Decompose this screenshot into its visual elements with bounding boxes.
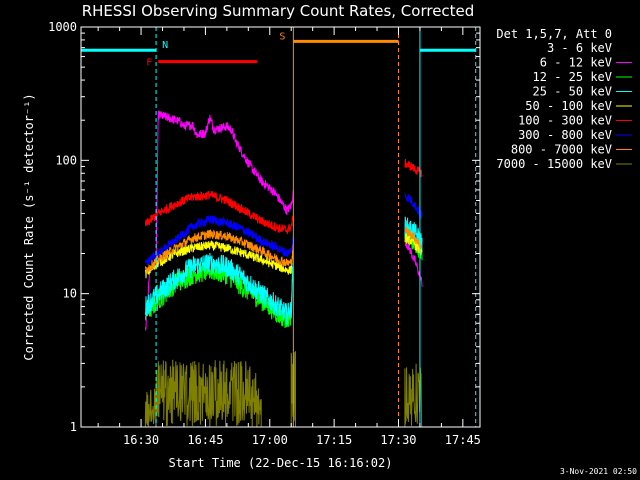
series-line-7000-15000-kev-2: [256, 388, 262, 427]
series-line-7000-15000-kev-4: [404, 363, 423, 428]
flag-label-s: S: [279, 31, 285, 42]
x-tick-label: 16:45: [187, 433, 223, 447]
x-tick-label: 17:30: [380, 433, 416, 447]
x-tick-label: 17:45: [445, 433, 481, 447]
legend-label-100-300-kev: 100 - 300 keV: [518, 114, 612, 128]
y-tick-label: 1000: [48, 20, 77, 34]
flag-label-n: N: [162, 40, 168, 51]
series-line-7000-15000-kev-1: [155, 359, 258, 427]
series-line-800-7000-kev: [144, 229, 294, 275]
legend-label-7000-15000-kev: 7000 - 15000 keV: [496, 157, 612, 171]
series-line-3-6-kev: [144, 114, 294, 276]
series-line-300-800-kev-late: [404, 193, 423, 220]
y-tick-label: 10: [63, 287, 77, 301]
flag-label-f: F: [146, 58, 152, 69]
x-tick-label: 16:30: [123, 433, 159, 447]
legend-label-3-6-kev: 3 - 6 keV: [547, 41, 612, 55]
y-tick-label: 1: [70, 420, 77, 434]
footer-timestamp: 3-Nov-2021 02:50: [560, 467, 637, 476]
legend-header: Det 1,5,7, Att 0: [496, 27, 612, 41]
series-line-6-12-kev: [144, 110, 294, 331]
series-line-6-12-kev-late: [404, 237, 423, 287]
axis-ticks: 16:30 16:45 17:00 17:15 17:30 17:45 1 10 100 1000: [48, 20, 481, 447]
legend-label-25-50-kev: 25 - 50 keV: [533, 85, 612, 99]
series-line-100-300-kev-late: [404, 158, 423, 178]
y-axis-label: Corrected Count Rate (s⁻¹ detector⁻¹): [22, 93, 36, 360]
legend-label-800-7000-kev: 800 - 7000 keV: [511, 143, 612, 157]
legend-label-6-12-kev: 6 - 12 keV: [540, 56, 612, 70]
chart-title: RHESSI Observing Summary Count Rates, Co…: [82, 2, 475, 20]
series-line-300-800-kev: [144, 215, 294, 266]
series-line-800-7000-kev-late: [404, 226, 423, 250]
legend-label-12-25-kev: 12 - 25 keV: [533, 70, 612, 84]
y-tick-label: 100: [55, 153, 77, 167]
series-line-7000-15000-kev-0: [144, 388, 157, 428]
series-line-100-300-kev: [144, 190, 294, 235]
legend-label-300-800-kev: 300 - 800 keV: [518, 128, 612, 142]
x-axis-label: Start Time (22-Dec-15 16:16:02): [169, 456, 393, 470]
x-tick-label: 17:15: [316, 433, 352, 447]
plot-frame: [80, 26, 481, 428]
x-tick-label: 17:00: [252, 433, 288, 447]
series-line-50-100-kev: [144, 240, 294, 279]
legend-label-50-100-kev: 50 - 100 keV: [525, 99, 612, 113]
series-line-25-50-kev: [144, 252, 294, 325]
